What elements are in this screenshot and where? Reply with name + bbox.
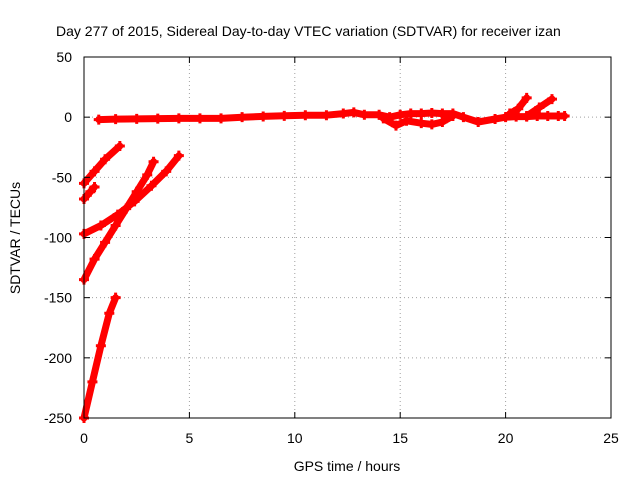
y-axis-label: SDTVAR / TECUs [7, 182, 23, 294]
data-point [146, 180, 157, 191]
data-point [521, 92, 532, 103]
data-point [390, 120, 401, 131]
data-point [194, 113, 205, 124]
data-point [89, 181, 100, 192]
data-point [173, 150, 184, 161]
data-point [131, 113, 142, 124]
y-tick-label: -50 [52, 169, 72, 185]
data-point [110, 220, 121, 231]
data-point [426, 119, 437, 130]
axis-ticks: 0 5 10 15 20 25 50 0 -50 -100 -150 -200 -250 [44, 49, 619, 446]
x-tick-label: 0 [80, 430, 88, 446]
data-point [104, 308, 115, 319]
data-marks [79, 92, 570, 423]
data-point [100, 237, 111, 248]
data-point [89, 166, 100, 177]
y-tick-label: 0 [64, 109, 72, 125]
data-point [216, 113, 227, 124]
data-point [321, 110, 332, 121]
data-point [279, 110, 290, 121]
data-point [359, 109, 370, 120]
data-point [237, 112, 248, 123]
data-point [93, 114, 104, 125]
data-point [348, 107, 359, 118]
data-point [87, 376, 98, 387]
data-point [542, 110, 553, 121]
data-point [490, 113, 501, 124]
data-point [521, 110, 532, 121]
data-point [110, 292, 121, 303]
data-point [504, 108, 515, 119]
data-point [100, 154, 111, 165]
data-point [559, 110, 570, 121]
data-point [416, 108, 427, 119]
data-point [416, 118, 427, 129]
data-point [148, 156, 159, 167]
y-tick-label: -100 [44, 230, 72, 246]
data-point [121, 203, 132, 214]
data-point [401, 115, 412, 126]
data-point [89, 254, 100, 265]
data-point [534, 102, 545, 113]
x-tick-label: 10 [287, 430, 303, 446]
data-point [152, 113, 163, 124]
data-point [378, 113, 389, 124]
data-point [395, 109, 406, 120]
data-point [338, 108, 349, 119]
data-point [114, 141, 125, 152]
y-tick-label: -200 [44, 350, 72, 366]
y-tick-label: -150 [44, 290, 72, 306]
x-tick-label: 20 [498, 430, 514, 446]
data-point [258, 111, 269, 122]
data-point [513, 103, 524, 114]
data-point [142, 169, 153, 180]
data-point [458, 112, 469, 123]
data-point [95, 340, 106, 351]
y-tick-label: 50 [56, 49, 72, 65]
x-tick-label: 5 [186, 430, 194, 446]
chart-title: Day 277 of 2015, Sidereal Day-to-day VTE… [56, 23, 561, 39]
data-series-7 [80, 158, 158, 284]
data-point [110, 114, 121, 125]
data-point [447, 110, 458, 121]
data-point [173, 113, 184, 124]
data-point [161, 166, 172, 177]
data-point [405, 108, 416, 119]
data-point [473, 116, 484, 127]
data-point [131, 186, 142, 197]
x-tick-label: 25 [603, 430, 619, 446]
x-axis-label: GPS time / hours [294, 458, 401, 474]
data-point [426, 107, 437, 118]
data-point [437, 108, 448, 119]
y-tick-label: -250 [44, 410, 72, 426]
data-point [437, 116, 448, 127]
data-point [95, 220, 106, 231]
data-point [300, 110, 311, 121]
data-point [546, 94, 557, 105]
x-tick-label: 15 [392, 430, 408, 446]
